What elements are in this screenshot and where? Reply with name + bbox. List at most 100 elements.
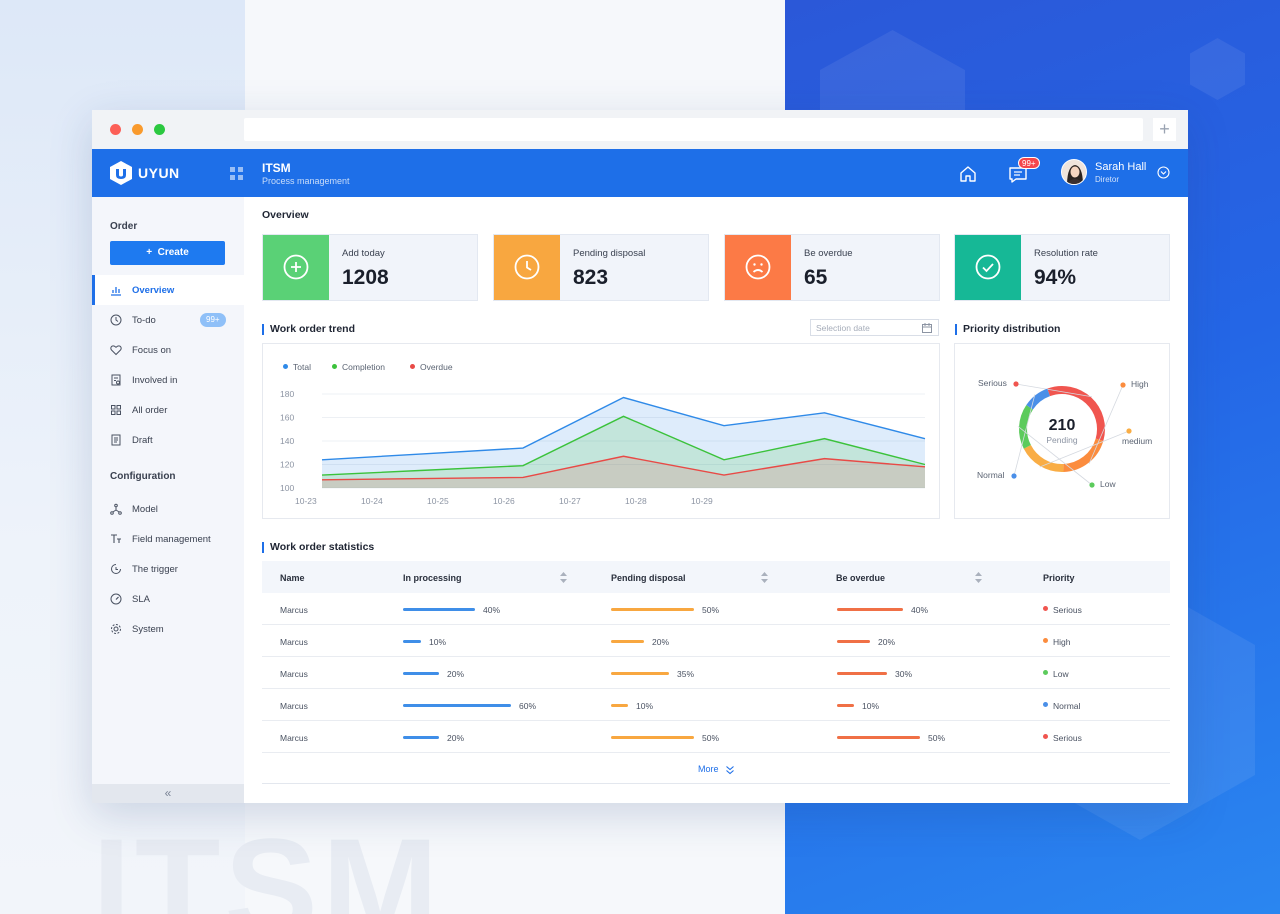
pending-progress-bar: [611, 640, 644, 643]
y-tick-label: 120: [280, 460, 294, 470]
row-name: Marcus: [280, 637, 308, 647]
slice-label-dot: [1013, 381, 1019, 387]
statistics-table-header: Name In processing Pending disposal Be o…: [262, 561, 1170, 593]
table-row[interactable]: Marcus 20% 50% 50% Serious: [262, 721, 1170, 753]
processing-percent: 20%: [447, 669, 465, 679]
overdue-percent: 50%: [928, 733, 946, 743]
sidebar-item-to-do[interactable]: To-do 99+: [92, 305, 244, 335]
sidebar-item-involved-in[interactable]: Involved in: [92, 365, 244, 395]
priority-label: Serious: [1053, 605, 1082, 615]
sort-icon[interactable]: [560, 572, 567, 583]
stat-card-pending-disposal[interactable]: Pending disposal 823: [493, 234, 709, 301]
sidebar-item-the-trigger[interactable]: The trigger: [92, 554, 244, 584]
sidebar-item-draft[interactable]: Draft: [92, 425, 244, 455]
user-role: Diretor: [1095, 175, 1120, 184]
sidebar-item-label: Focus on: [132, 345, 172, 356]
donut-center-label: Pending: [1046, 435, 1077, 445]
processing-percent: 40%: [483, 605, 501, 615]
browser-window: + UYUN ITSM Process management 99+: [92, 110, 1188, 803]
overdue-percent: 40%: [911, 605, 929, 615]
table-row[interactable]: Marcus 10% 20% 20% High: [262, 625, 1170, 657]
new-tab-button[interactable]: +: [1153, 118, 1176, 141]
collapse-sidebar-button[interactable]: «: [92, 784, 244, 803]
slice-leader-line: [1017, 426, 1093, 486]
work-order-statistics-title: Work order statistics: [262, 541, 374, 553]
close-window-button[interactable]: [110, 124, 121, 135]
overdue-progress-bar: [837, 640, 870, 643]
sidebar-item-label: Draft: [132, 435, 153, 446]
sidebar-item-field-management[interactable]: Field management: [92, 524, 244, 554]
maximize-window-button[interactable]: [154, 124, 165, 135]
sidebar-item-model[interactable]: Model: [92, 494, 244, 524]
y-tick-label: 160: [280, 413, 294, 423]
y-tick-label: 140: [280, 436, 294, 446]
series-area-completion: [322, 416, 925, 488]
sort-icon[interactable]: [761, 572, 768, 583]
sidebar-item-label: To-do: [132, 315, 156, 326]
legend-completion[interactable]: Completion: [332, 362, 385, 372]
sidebar-item-all-order[interactable]: All order: [92, 395, 244, 425]
stat-icon-box: [263, 235, 329, 300]
sidebar-item-focus-on[interactable]: Focus on: [92, 335, 244, 365]
sidebar-item-label: The trigger: [132, 564, 178, 575]
stat-value: 1208: [342, 266, 389, 289]
sidebar-item-system[interactable]: System: [92, 614, 244, 644]
legend-overdue[interactable]: Overdue: [410, 362, 453, 372]
legend-total[interactable]: Total: [283, 362, 311, 372]
sidebar-item-overview[interactable]: Overview: [92, 275, 244, 305]
address-bar[interactable]: [244, 118, 1143, 141]
bar-chart-icon: [111, 287, 121, 296]
chevron-down-icon[interactable]: [1157, 166, 1170, 179]
stat-card-resolution-rate[interactable]: Resolution rate 94%: [954, 234, 1170, 301]
sad-face-icon: [745, 254, 771, 280]
column-header-be-overdue[interactable]: Be overdue: [836, 573, 886, 583]
table-row[interactable]: Marcus 20% 35% 30% Low: [262, 657, 1170, 689]
legend-label: Completion: [342, 362, 385, 372]
slice-label: High: [1131, 379, 1149, 389]
sidebar-item-label: Field management: [132, 534, 211, 545]
overdue-progress-bar: [837, 704, 854, 707]
message-icon[interactable]: [1008, 166, 1028, 184]
stat-value: 65: [804, 266, 828, 289]
more-link[interactable]: More: [698, 764, 719, 774]
home-icon[interactable]: [958, 164, 978, 184]
y-tick-label: 100: [280, 483, 294, 493]
table-row[interactable]: Marcus 40% 50% 40% Serious: [262, 593, 1170, 625]
stat-value: 823: [573, 266, 609, 289]
column-header-name[interactable]: Name: [280, 573, 305, 583]
sort-icon[interactable]: [975, 572, 982, 583]
stat-card-be-overdue[interactable]: Be overdue 65: [724, 234, 940, 301]
create-button[interactable]: + Create: [110, 241, 225, 265]
stat-label: Be overdue: [804, 248, 853, 259]
table-row[interactable]: Marcus 60% 10% 10% Normal: [262, 689, 1170, 721]
slice-leader-line: [1039, 430, 1130, 468]
sidebar-item-sla[interactable]: SLA: [92, 584, 244, 614]
app-switcher-icon[interactable]: [230, 167, 243, 180]
priority-dot: [1043, 670, 1048, 675]
slice-serious: [1047, 386, 1105, 441]
processing-percent: 20%: [447, 733, 465, 743]
y-tick-label: 180: [280, 389, 294, 399]
pending-percent: 50%: [702, 605, 720, 615]
work-order-trend-title: Work order trend: [262, 323, 355, 335]
processing-progress-bar: [403, 608, 475, 611]
pending-progress-bar: [611, 608, 694, 611]
user-name: Sarah Hall: [1095, 161, 1147, 173]
column-header-in-processing[interactable]: In processing: [403, 573, 462, 583]
column-header-pending-disposal[interactable]: Pending disposal: [611, 573, 686, 583]
stat-label: Resolution rate: [1034, 248, 1098, 259]
sidebar-item-label: SLA: [132, 594, 150, 605]
minimize-window-button[interactable]: [132, 124, 143, 135]
stat-icon-box: [955, 235, 1021, 300]
avatar[interactable]: [1061, 159, 1087, 185]
double-chevron-down-icon[interactable]: [725, 765, 735, 775]
donut-center-value: 210: [1049, 417, 1076, 434]
priority-label: High: [1053, 637, 1071, 647]
column-header-priority[interactable]: Priority: [1043, 573, 1075, 583]
date-picker-input[interactable]: Selection date: [810, 319, 939, 336]
stat-card-add-today[interactable]: Add today 1208: [262, 234, 478, 301]
backdrop-word: ITSM: [92, 809, 443, 914]
x-tick-label: 10-28: [625, 496, 647, 506]
slice-leader-line: [1013, 394, 1036, 477]
